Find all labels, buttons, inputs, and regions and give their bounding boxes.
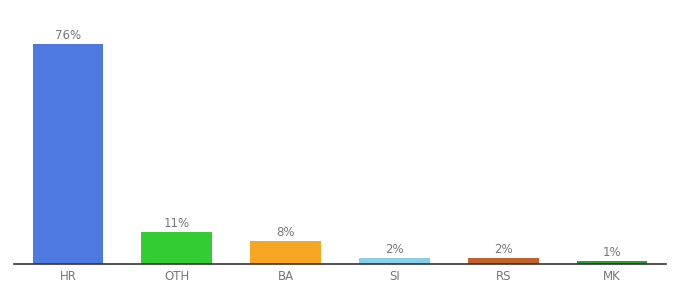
Text: 1%: 1% (602, 246, 622, 259)
Text: 11%: 11% (164, 217, 190, 230)
Text: 76%: 76% (55, 28, 81, 42)
Bar (359, 258, 430, 264)
Text: 2%: 2% (385, 243, 404, 256)
Bar (468, 258, 539, 264)
Bar (141, 232, 212, 264)
Bar (33, 44, 103, 264)
Bar (250, 241, 321, 264)
Text: 8%: 8% (276, 226, 295, 238)
Text: 2%: 2% (494, 243, 513, 256)
Bar (577, 261, 647, 264)
